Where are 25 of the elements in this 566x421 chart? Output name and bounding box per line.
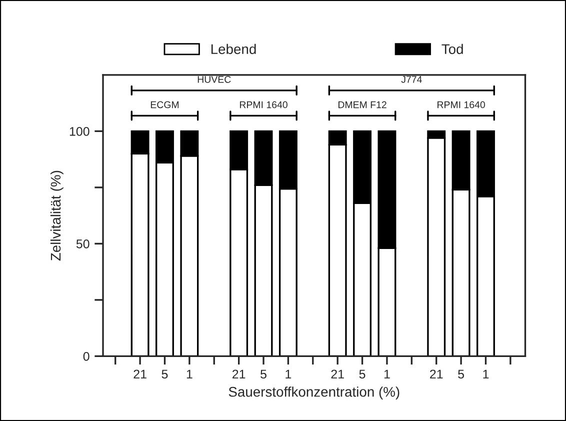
annotation: HUVEC [198, 76, 231, 83]
x-tick-label: 1 [186, 370, 192, 378]
annotation: J774 [401, 76, 422, 83]
annotation: RPMI 1640 [240, 101, 288, 108]
x-tick-label: 21 [430, 370, 443, 378]
y-tick-label: 50 [76, 239, 90, 248]
annotation: ECGM [150, 101, 179, 108]
legend-label: Tod [442, 44, 463, 54]
y-tick-label: 0 [83, 352, 90, 361]
x-tick-label: 21 [134, 370, 146, 378]
annotation: DMEM F12 [338, 101, 386, 108]
x-tick-label: 1 [483, 370, 489, 378]
x-tick-label: 5 [260, 370, 266, 379]
x-tick-label: 21 [232, 370, 246, 378]
x-tick-label: 1 [384, 370, 390, 378]
x-tick-label: 5 [359, 370, 366, 379]
x-tick-label: 5 [162, 370, 168, 379]
x-tick-label: 21 [331, 370, 344, 378]
x-axis-title: Sauerstoffkonzentration (%) [228, 386, 400, 400]
legend-label: Lebend [211, 44, 256, 54]
x-tick-label: 1 [286, 370, 292, 378]
annotation: RPMI 1640 [438, 101, 485, 108]
x-tick-label: 5 [458, 370, 464, 379]
y-axis-title: Zellvitalität (%) [50, 170, 64, 261]
y-tick-label: 100 [70, 126, 90, 136]
